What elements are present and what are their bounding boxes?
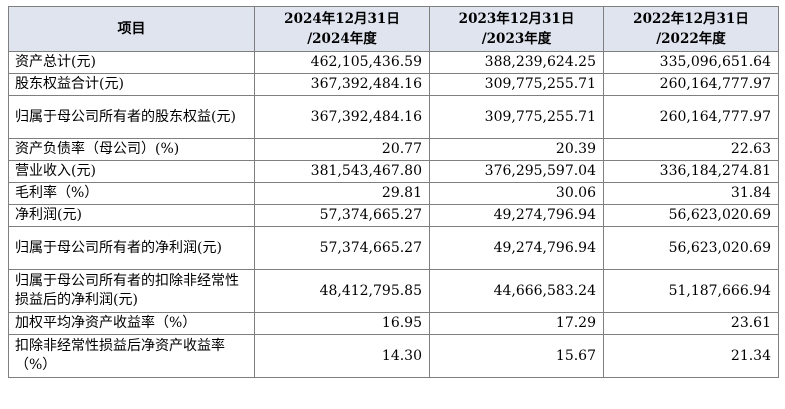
table-row: 归属于母公司所有者的净利润(元) 57,374,665.27 49,274,79… <box>8 226 779 270</box>
row-label: 扣除非经常性损益后净资产收益率（%） <box>8 334 255 378</box>
table-row: 归属于母公司所有者的股东权益(元) 367,392,484.16 309,775… <box>8 95 779 139</box>
cell-2024: 14.30 <box>254 334 430 378</box>
cell-2022: 260,164,777.97 <box>603 95 779 139</box>
header-item: 项目 <box>8 6 255 52</box>
table-header-row: 项目 2024年12月31日 /2024年度 2023年12月31日 /2023… <box>8 6 779 52</box>
cell-2024: 462,105,436.59 <box>254 51 430 74</box>
cell-2022: 31.84 <box>603 182 779 205</box>
header-2022: 2022年12月31日 /2022年度 <box>603 6 779 52</box>
table-row: 归属于母公司所有者的扣除非经常性损益后的净利润(元) 48,412,795.85… <box>8 269 779 313</box>
cell-2022: 56,623,020.69 <box>603 204 779 227</box>
header-2022-date: 2022年12月31日 <box>633 11 749 27</box>
cell-2023: 309,775,255.71 <box>429 73 604 96</box>
table-row: 加权平均净资产收益率（%） 16.95 17.29 23.61 <box>8 312 779 335</box>
cell-2023: 20.39 <box>429 138 604 161</box>
row-label: 股东权益合计(元) <box>8 73 255 96</box>
row-label: 资产负债率（母公司）(%) <box>8 138 255 161</box>
cell-2024: 57,374,665.27 <box>254 226 430 270</box>
row-label: 加权平均净资产收益率（%） <box>8 312 255 335</box>
table-row: 资产负债率（母公司）(%) 20.77 20.39 22.63 <box>8 138 779 161</box>
cell-2023: 309,775,255.71 <box>429 95 604 139</box>
header-2023: 2023年12月31日 /2023年度 <box>429 6 604 52</box>
table-row: 扣除非经常性损益后净资产收益率（%） 14.30 15.67 21.34 <box>8 334 779 378</box>
cell-2022: 23.61 <box>603 312 779 335</box>
cell-2023: 15.67 <box>429 334 604 378</box>
cell-2024: 57,374,665.27 <box>254 204 430 227</box>
cell-2024: 367,392,484.16 <box>254 73 430 96</box>
table-row: 股东权益合计(元) 367,392,484.16 309,775,255.71 … <box>8 73 779 96</box>
cell-2022: 56,623,020.69 <box>603 226 779 270</box>
header-2023-year: /2023年度 <box>481 31 552 47</box>
header-2022-year: /2022年度 <box>656 31 726 47</box>
header-2023-date: 2023年12月31日 <box>458 11 575 27</box>
cell-2022: 21.34 <box>603 334 779 378</box>
cell-2022: 336,184,274.81 <box>603 160 779 183</box>
row-label: 营业收入(元) <box>8 160 255 183</box>
row-label: 净利润(元) <box>8 204 255 227</box>
cell-2022: 22.63 <box>603 138 779 161</box>
cell-2023: 44,666,583.24 <box>429 269 604 313</box>
table-row: 资产总计(元) 462,105,436.59 388,239,624.25 33… <box>8 51 779 74</box>
header-2024-date: 2024年12月31日 <box>284 11 400 27</box>
table-row: 净利润(元) 57,374,665.27 49,274,796.94 56,62… <box>8 204 779 227</box>
row-label: 毛利率（%） <box>8 182 255 205</box>
cell-2024: 20.77 <box>254 138 430 161</box>
table-row: 毛利率（%） 29.81 30.06 31.84 <box>8 182 779 205</box>
cell-2023: 49,274,796.94 <box>429 204 604 227</box>
header-2024: 2024年12月31日 /2024年度 <box>254 6 430 52</box>
row-label: 归属于母公司所有者的扣除非经常性损益后的净利润(元) <box>8 269 255 313</box>
cell-2023: 30.06 <box>429 182 604 205</box>
cell-2023: 376,295,597.04 <box>429 160 604 183</box>
cell-2022: 260,164,777.97 <box>603 73 779 96</box>
cell-2023: 388,239,624.25 <box>429 51 604 74</box>
cell-2024: 381,543,467.80 <box>254 160 430 183</box>
header-2024-year: /2024年度 <box>307 31 377 47</box>
cell-2024: 48,412,795.85 <box>254 269 430 313</box>
cell-2024: 16.95 <box>254 312 430 335</box>
cell-2023: 17.29 <box>429 312 604 335</box>
cell-2022: 51,187,666.94 <box>603 269 779 313</box>
financial-data-table: 项目 2024年12月31日 /2024年度 2023年12月31日 /2023… <box>8 6 779 378</box>
row-label: 资产总计(元) <box>8 51 255 74</box>
row-label: 归属于母公司所有者的股东权益(元) <box>8 95 255 139</box>
cell-2024: 29.81 <box>254 182 430 205</box>
cell-2022: 335,096,651.64 <box>603 51 779 74</box>
table-row: 营业收入(元) 381,543,467.80 376,295,597.04 33… <box>8 160 779 183</box>
row-label: 归属于母公司所有者的净利润(元) <box>8 226 255 270</box>
cell-2023: 49,274,796.94 <box>429 226 604 270</box>
cell-2024: 367,392,484.16 <box>254 95 430 139</box>
